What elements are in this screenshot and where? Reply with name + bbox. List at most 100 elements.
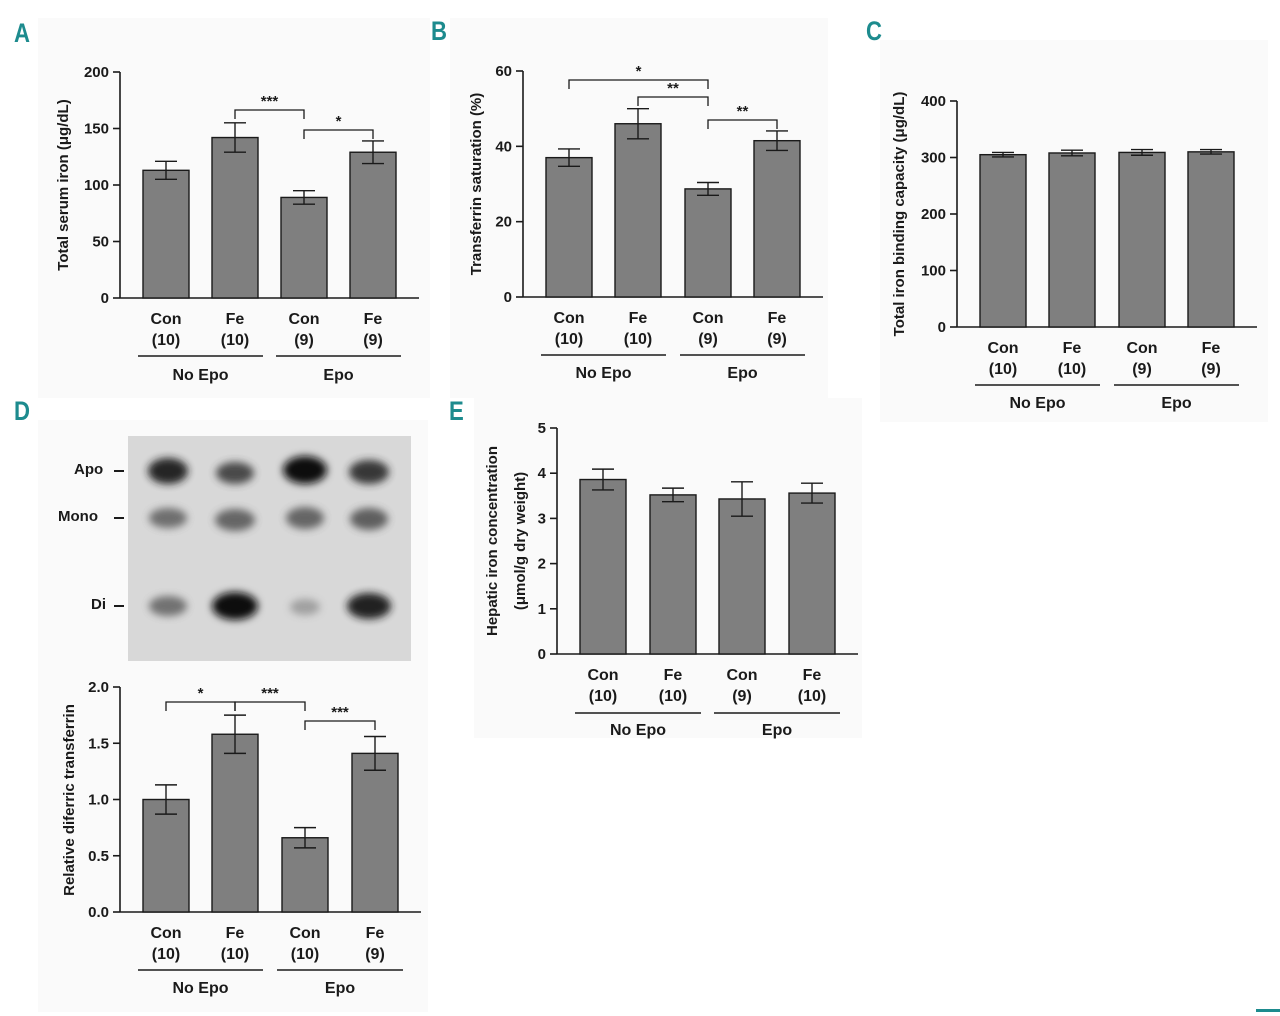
y-tick-label-e: 2 [538,556,546,573]
n-label-a-4: (9) [363,332,383,349]
n-label-a-2: (10) [221,332,249,349]
significance-label-d-2: *** [261,685,279,702]
group-label-c-1: No Epo [1010,395,1066,412]
significance-label-b-3: ** [737,103,749,120]
category-label-d-3: Con [289,925,320,942]
panel-letter-a: A [14,18,30,48]
blot-band-di-2 [212,592,258,620]
n-label-e-2: (10) [659,688,687,705]
blot-band-apo-4 [349,460,389,484]
y-tick-label-b: 0 [504,289,512,306]
blot-tick-mono [114,517,124,519]
blot-tick-apo [114,470,124,472]
y-tick-label-e: 4 [538,465,547,482]
blot-label-apo: Apo [74,461,104,478]
y-tick-label-c: 0 [938,319,946,336]
panel-letter-e: E [449,396,464,426]
y-tick-label-e: 5 [538,420,546,437]
category-label-c-4: Fe [1202,340,1221,357]
significance-bracket-a-2 [303,129,374,139]
y-tick-label-c: 400 [921,93,946,110]
significance-bracket-b-2 [637,96,709,106]
n-label-a-1: (10) [152,332,180,349]
n-label-b-3: (9) [698,331,718,348]
significance-bracket-b-1 [568,79,709,89]
n-label-b-1: (10) [555,331,583,348]
group-label-e-1: No Epo [610,722,666,739]
category-label-b-4: Fe [768,310,787,327]
n-label-e-3: (9) [732,688,752,705]
bar-d-3 [281,837,329,913]
category-label-e-3: Con [726,667,757,684]
y-axis-label-line2-e: (μmol/g dry weight) [512,472,529,610]
significance-label-d-1: * [198,685,204,702]
western-blot-image [128,436,411,661]
category-label-a-3: Con [288,311,319,328]
y-tick-label-a: 0 [101,290,109,307]
bar-b-3 [684,188,732,298]
n-label-c-3: (9) [1132,361,1152,378]
bar-c-2 [1048,152,1096,328]
significance-label-d-3: *** [331,704,349,721]
significance-bracket-a-1 [234,109,305,119]
bar-c-1 [979,153,1027,328]
bar-b-1 [545,156,593,298]
n-label-b-4: (9) [767,331,787,348]
category-label-b-1: Con [553,310,584,327]
blot-band-mono-3 [286,507,324,529]
bar-e-3 [718,498,766,655]
panel-letter-c: C [866,16,882,46]
y-tick-label-e: 1 [538,601,546,618]
y-tick-label-d: 1.5 [88,735,109,752]
y-tick-label-c: 200 [921,206,946,223]
category-label-d-2: Fe [226,925,245,942]
y-tick-label-d: 0.5 [88,848,109,865]
category-label-e-1: Con [587,667,618,684]
bar-e-1 [579,478,627,655]
n-label-c-2: (10) [1058,361,1086,378]
y-tick-label-b: 20 [495,214,512,231]
blot-tick-di [114,605,124,607]
y-tick-label-d: 1.0 [88,792,109,809]
y-axis-label-a: Total serum iron (μg/dL) [55,99,72,270]
y-axis-label-d: Relative diferric transferrin [61,704,78,896]
group-label-b-2: Epo [727,365,757,382]
group-label-b-1: No Epo [576,365,632,382]
category-label-b-2: Fe [629,310,648,327]
category-label-b-3: Con [692,310,723,327]
blot-band-mono-2 [215,509,255,531]
group-label-a-1: No Epo [173,367,229,384]
y-tick-label-b: 40 [495,138,512,155]
n-label-d-3: (10) [291,946,319,963]
blot-band-mono-4 [350,508,388,530]
bar-b-2 [614,123,662,298]
blot-band-mono-1 [149,508,187,528]
bar-a-1 [142,169,190,299]
category-label-c-2: Fe [1063,340,1082,357]
y-tick-label-c: 100 [921,263,946,280]
y-tick-label-b: 60 [495,63,512,80]
significance-label-b-1: * [636,63,642,80]
y-tick-label-e: 0 [538,646,546,663]
significance-label-a-1: *** [261,93,279,110]
y-axis-label-e: Hepatic iron concentration [484,446,501,636]
significance-bracket-d-2 [234,701,306,711]
n-label-d-4: (9) [365,946,385,963]
category-label-a-2: Fe [226,311,245,328]
blot-band-di-3 [290,599,320,615]
significance-bracket-d-3 [304,720,376,730]
blot-band-di-1 [149,596,187,616]
y-tick-label-e: 3 [538,510,546,527]
bar-a-3 [280,196,328,299]
group-label-d-2: Epo [325,980,355,997]
category-label-c-1: Con [987,340,1018,357]
group-label-c-2: Epo [1161,395,1191,412]
category-label-e-4: Fe [803,667,822,684]
category-label-e-2: Fe [664,667,683,684]
y-tick-label-d: 2.0 [88,679,109,696]
significance-bracket-b-3 [707,119,778,129]
western-blot-bands [128,436,411,661]
